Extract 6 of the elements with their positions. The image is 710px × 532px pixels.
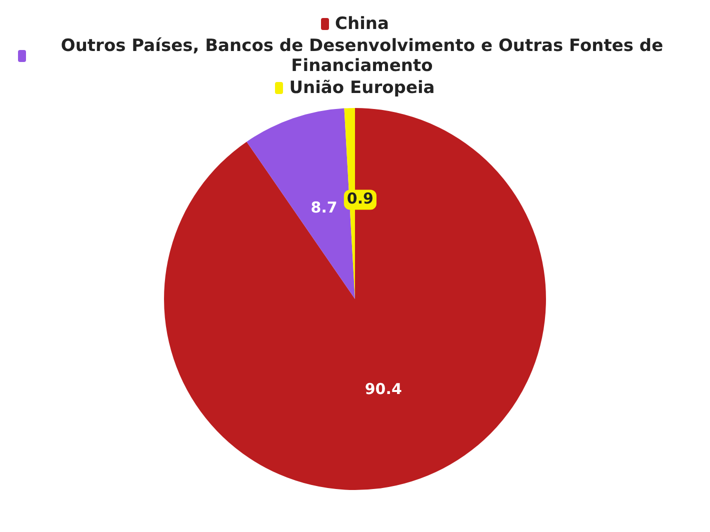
data-label: 90.4 — [364, 380, 402, 398]
legend-label: Outros Países, Bancos de Desenvolvimento e Outras Fontes de Financiamento — [60, 36, 664, 76]
data-label: 0.9 — [346, 190, 374, 208]
legend-label: União Europeia — [289, 78, 435, 98]
legend-label: China — [335, 14, 389, 34]
data-label: 8.7 — [310, 198, 338, 217]
